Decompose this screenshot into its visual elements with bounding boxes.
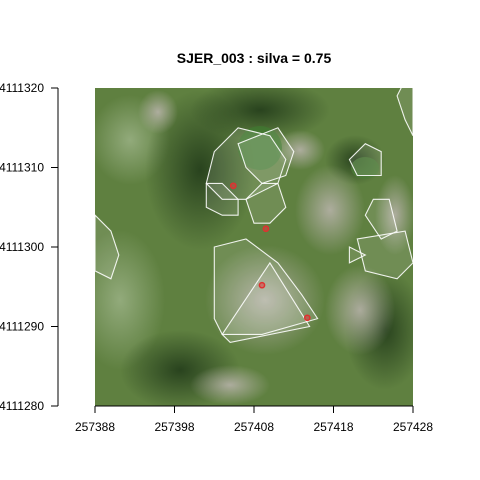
crown-outline <box>237 127 295 185</box>
tree-points-layer <box>229 182 311 322</box>
crown-outline <box>245 182 287 224</box>
x-tick-label: 257398 <box>154 420 194 434</box>
y-tick-label: 4111310 <box>0 161 44 175</box>
x-tick-label: 257428 <box>393 420 433 434</box>
tree-point <box>303 314 311 322</box>
crown-outline <box>95 214 120 280</box>
crown-outline <box>396 88 413 136</box>
x-tick-label: 257418 <box>313 420 353 434</box>
y-tick-label: 4111280 <box>0 399 44 413</box>
crown-outline <box>205 127 287 200</box>
tree-point <box>262 225 270 233</box>
aerial-photo-background <box>95 88 413 406</box>
y-tick-label: 4111290 <box>0 320 44 334</box>
y-axis: 4111280 4111290 4111300 4111310 4111320 <box>0 81 59 413</box>
x-tick-label: 257388 <box>75 420 115 434</box>
tree-point <box>258 281 266 289</box>
x-tick-label: 257408 <box>234 420 274 434</box>
crown-outline <box>221 261 311 343</box>
y-tick-label: 4111300 <box>0 240 44 254</box>
crown-outline <box>348 143 382 177</box>
crown-outline <box>356 230 413 280</box>
tree-point <box>229 182 237 190</box>
crown-outline <box>205 182 239 216</box>
x-axis: 257388 257398 257408 257418 257428 <box>75 405 433 434</box>
crown-outline <box>348 246 367 264</box>
y-tick-label: 4111320 <box>0 81 44 95</box>
crown-outline <box>213 238 319 335</box>
chart-title: SJER_003 : silva = 0.75 <box>177 50 332 66</box>
crown-outlines-layer <box>95 88 413 343</box>
